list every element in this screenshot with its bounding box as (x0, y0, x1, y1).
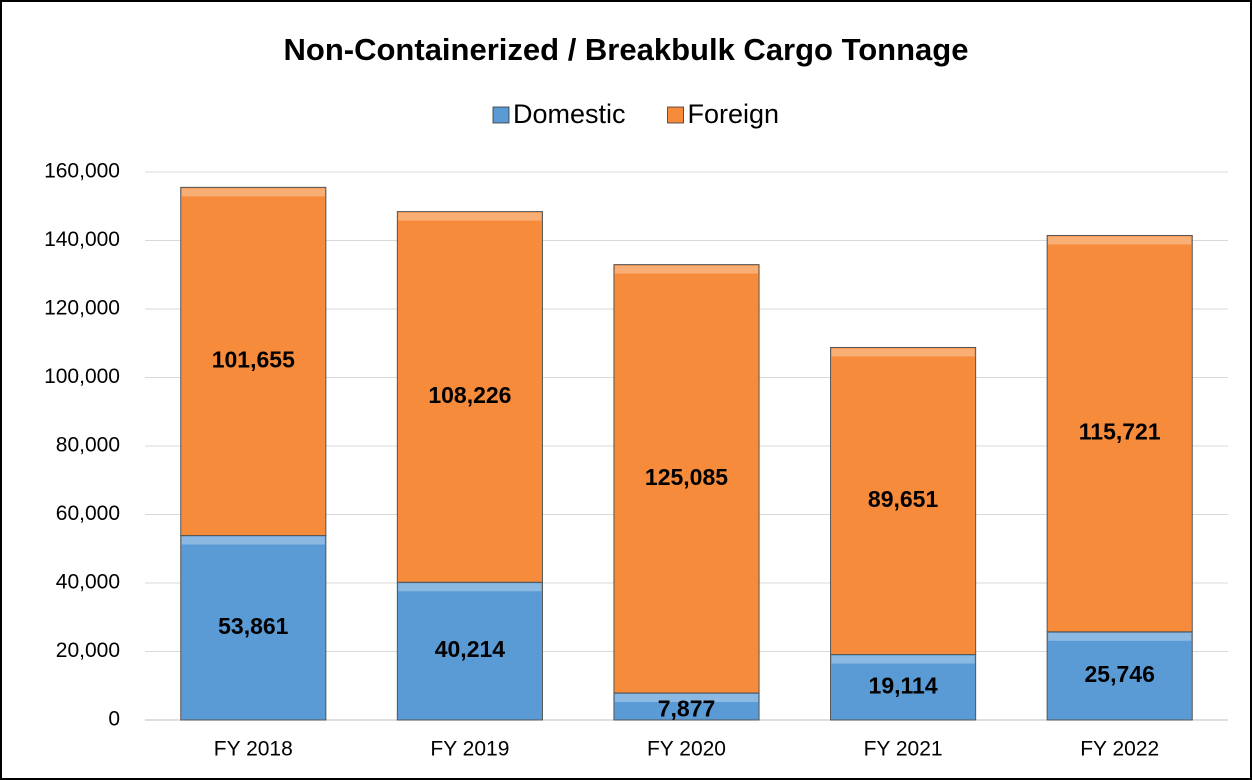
data-label: 25,746 (1085, 661, 1155, 687)
legend-swatch (667, 106, 684, 124)
data-label: 101,655 (212, 347, 295, 373)
data-label: 19,114 (869, 672, 938, 698)
bar-bevel (181, 536, 325, 545)
bar-bevel (614, 694, 759, 703)
chart-title: Non-Containerized / Breakbulk Cargo Tonn… (284, 32, 969, 67)
bar-bevel (398, 583, 542, 592)
y-tick-label: 20,000 (56, 639, 120, 662)
bar-segment (830, 346, 977, 656)
data-label: 7,877 (658, 696, 716, 722)
data-label: 125,085 (645, 464, 728, 490)
bar-segment (1046, 234, 1193, 633)
x-tick-label: FY 2019 (430, 738, 509, 761)
data-label: 115,721 (1079, 419, 1161, 445)
bar-segment (180, 186, 327, 537)
bar-segment (1046, 631, 1193, 721)
bar-bevel (1048, 236, 1192, 245)
legend-label: Domestic (513, 99, 626, 129)
y-tick-label: 120,000 (44, 297, 120, 320)
data-label: 40,214 (435, 636, 506, 662)
y-tick-label: 0 (108, 708, 120, 731)
bar-segment (613, 692, 760, 721)
bar-bevel (181, 188, 325, 197)
legend-swatch (492, 106, 510, 124)
bar-segment (396, 581, 543, 721)
data-label: 89,651 (868, 486, 939, 512)
y-tick-label: 80,000 (56, 434, 120, 457)
bar-bevel (614, 265, 759, 274)
x-tick-label: FY 2022 (1080, 738, 1159, 761)
x-tick-label: FY 2021 (864, 738, 943, 761)
bar-bevel (831, 655, 975, 664)
data-label: 108,226 (428, 382, 511, 408)
y-tick-label: 140,000 (44, 228, 120, 251)
x-tick-label: FY 2020 (647, 738, 726, 761)
bar-segment (180, 535, 327, 721)
bar-segment (613, 264, 760, 694)
y-tick-label: 40,000 (56, 571, 120, 594)
bar-bevel (831, 348, 975, 357)
bar-segment (830, 654, 977, 721)
y-tick-label: 60,000 (56, 502, 120, 525)
y-tick-label: 100,000 (44, 365, 120, 388)
x-tick-label: FY 2018 (214, 738, 293, 761)
y-tick-label: 160,000 (44, 160, 120, 183)
bar-segment (396, 211, 543, 583)
legend-label: Foreign (688, 99, 780, 129)
data-label: 53,861 (218, 613, 289, 639)
bar-bevel (398, 212, 542, 221)
bar-bevel (1048, 632, 1192, 641)
